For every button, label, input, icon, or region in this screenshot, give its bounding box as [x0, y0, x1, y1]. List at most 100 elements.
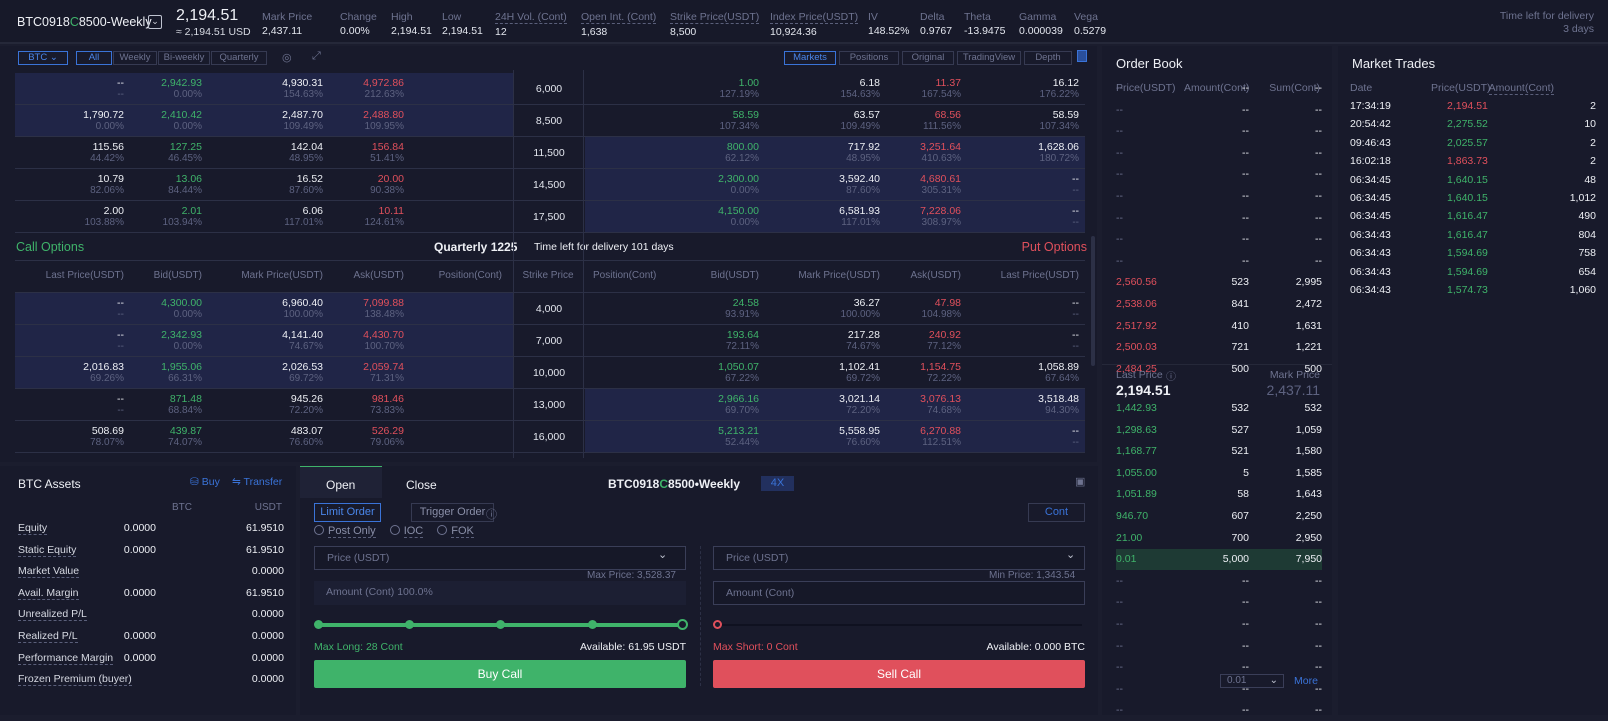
buy-link[interactable]: ⛁ Buy [190, 476, 220, 488]
option-row[interactable]: 10.79 82.06% 13.06 84.44% 16.52 87.60% 20.00 90… [15, 169, 1085, 201]
period-tab-all[interactable]: All [76, 51, 112, 65]
trade-row: 17:34:19 2,194.51 2 [1350, 100, 1596, 112]
option-row[interactable]: 2.00 103.88% 2.01 103.94% 6.06 117.01% 10.11 12… [15, 201, 1085, 233]
order-book-row[interactable]: -- -- -- [1116, 125, 1322, 138]
view-tab-original[interactable]: Original [902, 51, 954, 65]
order-book-row[interactable]: -- -- -- [1116, 82, 1322, 94]
option-row[interactable]: 2,016.83 69.26% 1,955.06 66.31% 2,026.53 69.7… [15, 357, 1085, 389]
period-tab-weekly[interactable]: Weekly [113, 51, 157, 65]
order-book-row[interactable]: 1,051.89 58 1,643 [1116, 488, 1322, 501]
trigger-order-button[interactable]: Trigger Order [411, 503, 494, 522]
p-ask-cell: 3,251.64 410.63% [920, 141, 961, 164]
option-row[interactable]: -- -- 871.48 68.84% 945.26 72.20% 981.46 73.83%… [15, 389, 1085, 421]
col-header-put-bid: Bid(USDT) [710, 270, 759, 281]
assets-panel: BTC Assets ⛁ Buy ⇋ Transfer BTC USDT Equ… [0, 466, 296, 715]
option-row[interactable]: 508.69 78.07% 439.87 74.07% 483.07 76.60% 526.… [15, 421, 1085, 453]
p-bid-cell: 58.59 107.34% [719, 109, 759, 132]
trade-row: 06:34:43 1,574.73 1,060 [1350, 284, 1596, 296]
order-book-row[interactable]: 2,538.06 841 2,472 [1116, 298, 1322, 310]
c-ask-cell: 7,099.88 138.48% [363, 297, 404, 320]
sell-call-button[interactable]: Sell Call [713, 660, 1085, 688]
settings-icon[interactable]: ◎ [282, 52, 292, 64]
tab-open[interactable]: Open [300, 466, 382, 498]
order-book-row[interactable]: 1,298.63 527 1,059 [1116, 423, 1322, 436]
limit-order-button[interactable]: Limit Order [314, 503, 381, 522]
fullscreen-icon[interactable]: ⤢ [312, 50, 321, 62]
sell-amount-slider[interactable] [718, 624, 1082, 626]
order-book-row[interactable]: -- -- -- [1116, 639, 1322, 652]
chevron-down-icon[interactable]: ⌄ [148, 15, 162, 29]
period-tab-bi-weekly[interactable]: Bi-weekly [158, 51, 210, 65]
tab-close[interactable]: Close [406, 478, 437, 492]
order-book-row[interactable]: -- -- -- [1116, 682, 1322, 695]
sell-amount-input[interactable]: Amount (Cont) [713, 581, 1085, 605]
view-tab-tradingview[interactable]: TradingView [957, 51, 1021, 65]
transfer-link[interactable]: ⇋ Transfer [232, 476, 283, 488]
bookmark-icon[interactable] [1077, 50, 1087, 62]
view-tab-positions[interactable]: Positions [839, 51, 899, 65]
order-book-row[interactable]: 0.01 5,000 7,950 [1116, 549, 1322, 571]
order-book-row[interactable]: 2,560.56 523 2,995 [1116, 276, 1322, 289]
period-tab-quarterly[interactable]: Quarterly [211, 51, 267, 65]
col-header-mark: Mark Price(USDT) [241, 270, 323, 281]
sell-price-input[interactable]: Price (USDT) [713, 546, 1085, 570]
order-book-row[interactable]: -- -- -- [1116, 661, 1322, 674]
order-book-row[interactable]: 21.00 700 2,950 [1116, 531, 1322, 544]
order-book-row[interactable]: -- -- -- [1116, 233, 1322, 246]
more-link[interactable]: More [1294, 675, 1318, 687]
slider-step[interactable] [314, 620, 323, 629]
chevron-down-icon[interactable]: ⌄ [1066, 549, 1076, 561]
last-price: 2,194.51 [176, 7, 239, 24]
chevron-down-icon[interactable]: ⌄ [658, 549, 668, 561]
order-book-row[interactable]: -- -- -- [1116, 211, 1322, 224]
coin-select[interactable]: BTC ⌄ [18, 51, 68, 65]
view-tab-depth[interactable]: Depth [1024, 51, 1072, 65]
precision-select[interactable]: 0.01 ⌄ [1220, 674, 1284, 688]
order-book-row[interactable]: -- -- -- [1116, 168, 1322, 181]
order-book-row[interactable]: -- -- -- [1116, 146, 1322, 159]
option-ioc[interactable]: IOC [389, 525, 424, 538]
slider-step[interactable] [588, 620, 597, 629]
order-book-row[interactable]: 1,442.93 532 532 [1116, 402, 1322, 414]
order-book-row[interactable]: 2,484.25 500 500 [1116, 362, 1322, 375]
option-row[interactable]: -- -- 2,942.93 0.00% 4,930.31 154.63% 4,972.86… [15, 73, 1085, 105]
slider-step[interactable] [405, 620, 414, 629]
order-book-row[interactable]: -- -- -- [1116, 190, 1322, 202]
order-book-row[interactable]: -- -- -- [1116, 596, 1322, 609]
option-fok[interactable]: FOK [437, 525, 474, 538]
c-bid-cell: 4,300.00 0.00% [161, 297, 202, 320]
slider-handle[interactable] [677, 619, 688, 630]
order-book-row[interactable]: -- -- -- [1116, 103, 1322, 116]
buy-price-input[interactable]: Price (USDT) [314, 546, 686, 570]
symbol-title[interactable]: BTC0918C8500-Weekly [17, 15, 152, 29]
scrollbar[interactable] [1091, 236, 1095, 366]
option-row[interactable]: -- -- 2,342.93 0.00% 4,141.40 74.67% 4,430.70 1… [15, 325, 1085, 357]
order-book-row[interactable]: -- -- -- [1116, 618, 1322, 630]
order-book-row[interactable]: -- -- -- [1116, 574, 1322, 587]
market-trades-panel: Market Trades Date Price(USDT) Amount(Co… [1338, 46, 1608, 715]
order-book-row[interactable]: 1,168.77 521 1,580 [1116, 445, 1322, 458]
c-bid-cell: 2.01 103.94% [162, 205, 202, 228]
order-book-row[interactable]: 2,517.92 410 1,631 [1116, 319, 1322, 332]
option-row[interactable]: 115.56 44.42% 127.25 46.45% 142.04 48.95% 156.… [15, 137, 1085, 169]
order-book-row[interactable]: 946.70 607 2,250 [1116, 510, 1322, 522]
option-row[interactable]: -- -- 4,300.00 0.00% 6,960.40 100.00% 7,099.88… [15, 293, 1085, 325]
order-book-row[interactable]: 2,500.03 721 1,221 [1116, 341, 1322, 354]
leverage-badge[interactable]: 4X [761, 476, 794, 491]
order-form-panel: Open Close BTC0918C8500•Weekly 4X ▣ Limi… [300, 466, 1098, 715]
order-book-row[interactable]: -- -- -- [1116, 704, 1322, 717]
option-post-only[interactable]: Post Only [314, 525, 376, 538]
p-mark-cell: 6,581.93 117.01% [839, 205, 880, 228]
buy-amount-input[interactable]: Amount (Cont) 100.0% [314, 581, 686, 605]
col-header-pos: Position(Cont) [438, 270, 502, 281]
buy-call-button[interactable]: Buy Call [314, 660, 686, 688]
order-book-row[interactable]: 1,055.00 5 1,585 [1116, 466, 1322, 479]
stat-0: Mark Price 2,437.11 [262, 11, 313, 37]
option-row[interactable]: 1,790.72 0.00% 2,410.42 0.00% 2,487.70 109.49… [15, 105, 1085, 137]
slider-handle[interactable] [713, 620, 722, 629]
unit-select[interactable]: Cont [1028, 503, 1085, 522]
order-book-row[interactable]: -- -- -- [1116, 254, 1322, 267]
slider-step[interactable] [496, 620, 505, 629]
collapse-icon[interactable]: ▣ [1075, 476, 1086, 488]
view-tab-markets[interactable]: Markets [784, 51, 836, 65]
